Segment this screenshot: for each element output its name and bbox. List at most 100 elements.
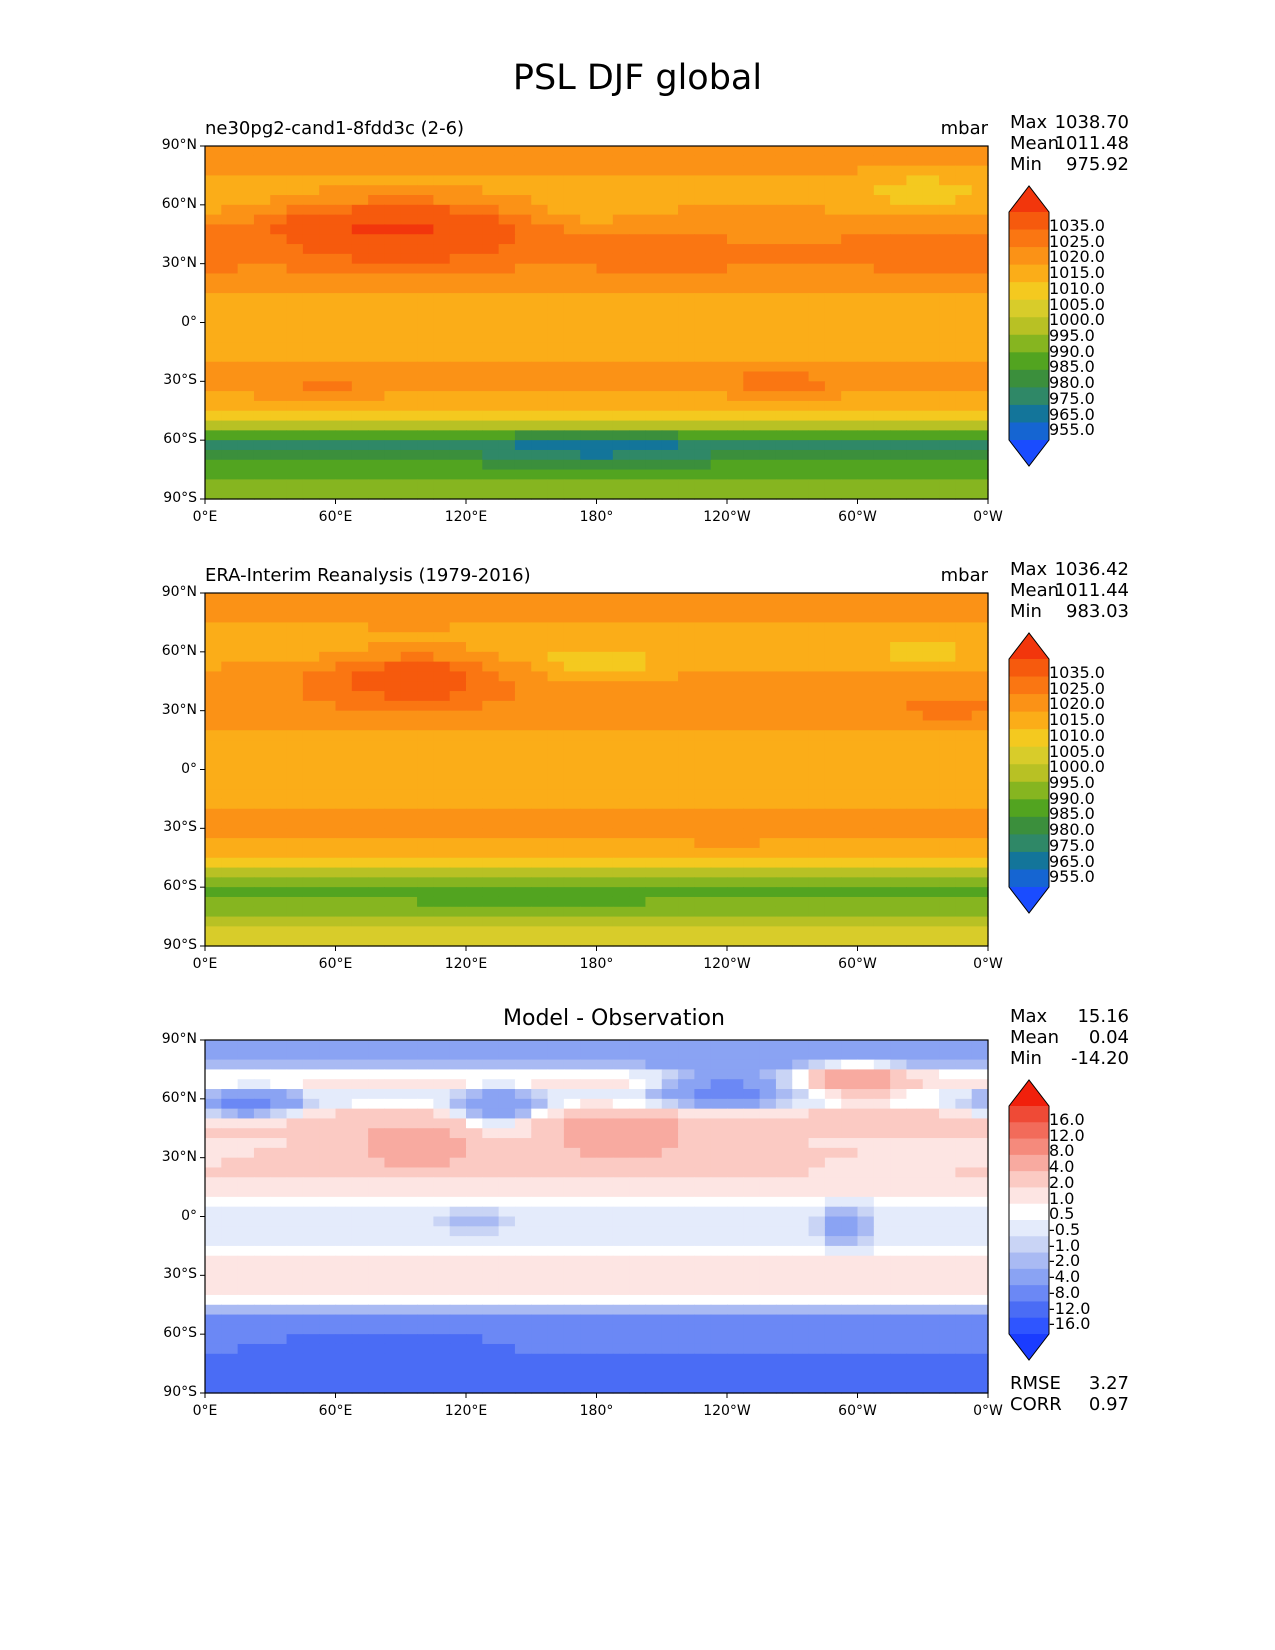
heatmap-cell — [319, 1079, 337, 1090]
heatmap-cell — [939, 661, 956, 673]
heatmap-cell — [841, 1236, 859, 1247]
heatmap-cell — [971, 312, 989, 324]
heatmap-cell — [857, 1138, 875, 1149]
heatmap-cell — [824, 459, 842, 471]
heatmap-cell — [270, 234, 288, 245]
heatmap-cell — [710, 1089, 728, 1100]
heatmap-cell — [906, 740, 924, 751]
heatmap-cell — [498, 1265, 516, 1276]
heatmap-cell — [971, 720, 989, 731]
heatmap-cell — [531, 1128, 549, 1139]
heatmap-cell — [645, 185, 663, 196]
heatmap-cell — [563, 847, 581, 859]
heatmap-cell — [482, 700, 500, 712]
heatmap-cell — [531, 926, 549, 937]
heatmap-cell — [384, 1079, 402, 1090]
heatmap-cell — [580, 342, 598, 353]
heatmap-cell — [824, 263, 842, 275]
heatmap-cell — [841, 730, 859, 741]
x-tick-label: 60°E — [318, 509, 353, 525]
heatmap-cell — [890, 700, 908, 712]
heatmap-cell — [808, 906, 826, 918]
colorbar-tick-label: 1010.0 — [1049, 725, 1105, 745]
heatmap-cell — [955, 293, 973, 304]
heatmap-cell — [890, 1147, 908, 1159]
colorbar-segment — [1009, 247, 1049, 266]
heatmap-cell — [498, 1285, 516, 1296]
heatmap-cell — [906, 1049, 924, 1061]
heatmap-cell — [873, 489, 891, 500]
heatmap-cell — [906, 1128, 924, 1139]
heatmap-cell — [417, 371, 434, 382]
heatmap-cell — [335, 283, 353, 294]
heatmap-cell — [792, 808, 810, 820]
heatmap-cell — [400, 710, 418, 722]
heatmap-cell — [857, 253, 875, 265]
heatmap-cell — [629, 430, 647, 441]
heatmap-cell — [792, 1304, 810, 1316]
heatmap-cell — [253, 1059, 271, 1071]
heatmap-cell — [319, 371, 337, 382]
heatmap-cell — [270, 1157, 288, 1169]
heatmap-cell — [841, 1040, 859, 1051]
heatmap-cell — [433, 838, 451, 849]
heatmap-cell — [433, 1049, 451, 1061]
heatmap-cell — [808, 449, 826, 461]
heatmap-cell — [890, 195, 908, 206]
heatmap-cell — [514, 877, 532, 888]
heatmap-cell — [759, 449, 777, 461]
heatmap-cell — [971, 1275, 989, 1286]
heatmap-cell — [417, 342, 434, 353]
x-tick-label: 0°E — [192, 509, 218, 525]
heatmap-cell — [775, 642, 793, 653]
heatmap-cell — [743, 602, 761, 614]
heatmap-cell — [482, 1206, 500, 1218]
heatmap-cell — [694, 867, 712, 878]
heatmap-cell — [286, 720, 304, 731]
heatmap-cell — [808, 1285, 826, 1296]
heatmap-cell — [319, 469, 337, 480]
heatmap-cell — [498, 1255, 516, 1267]
heatmap-cell — [824, 661, 842, 673]
heatmap-cell — [906, 322, 924, 333]
heatmap-cell — [237, 593, 255, 604]
heatmap-cell — [971, 1118, 989, 1129]
heatmap-cell — [563, 1089, 581, 1100]
heatmap-cell — [759, 887, 777, 898]
heatmap-cell — [906, 351, 924, 363]
heatmap-cell — [678, 1216, 695, 1227]
heatmap-cell — [955, 391, 973, 402]
heatmap-cell — [449, 691, 467, 702]
heatmap-cell — [661, 632, 679, 643]
heatmap-cell — [841, 1177, 859, 1188]
heatmap-cell — [645, 1314, 663, 1325]
heatmap-cell — [221, 1147, 239, 1159]
heatmap-cell — [335, 622, 353, 633]
heatmap-cell — [417, 1167, 434, 1178]
heatmap-cell — [205, 420, 222, 431]
heatmap-cell — [253, 779, 271, 790]
heatmap-cell — [857, 381, 875, 392]
heatmap-cell — [319, 273, 337, 284]
heatmap-cell — [351, 459, 369, 471]
heatmap-cell — [906, 1294, 924, 1306]
heatmap-cell — [612, 1187, 630, 1198]
heatmap-cell — [531, 593, 549, 604]
heatmap-cell — [563, 1187, 581, 1198]
heatmap-cell — [417, 1294, 434, 1306]
heatmap-cell — [449, 214, 467, 226]
heatmap-cell — [873, 916, 891, 927]
x-tick-label: 120°W — [703, 1403, 751, 1419]
heatmap-cell — [710, 175, 728, 186]
heatmap-cell — [563, 1285, 581, 1296]
heatmap-cell — [710, 671, 728, 682]
heatmap-cell — [514, 1245, 532, 1257]
heatmap-cell — [743, 710, 761, 722]
heatmap-cell — [531, 789, 549, 800]
heatmap-cell — [939, 302, 956, 314]
heatmap-cell — [629, 351, 647, 363]
heatmap-cell — [237, 651, 255, 663]
heatmap-cell — [253, 759, 271, 771]
heatmap-cell — [433, 165, 451, 177]
heatmap-cell — [237, 469, 255, 480]
